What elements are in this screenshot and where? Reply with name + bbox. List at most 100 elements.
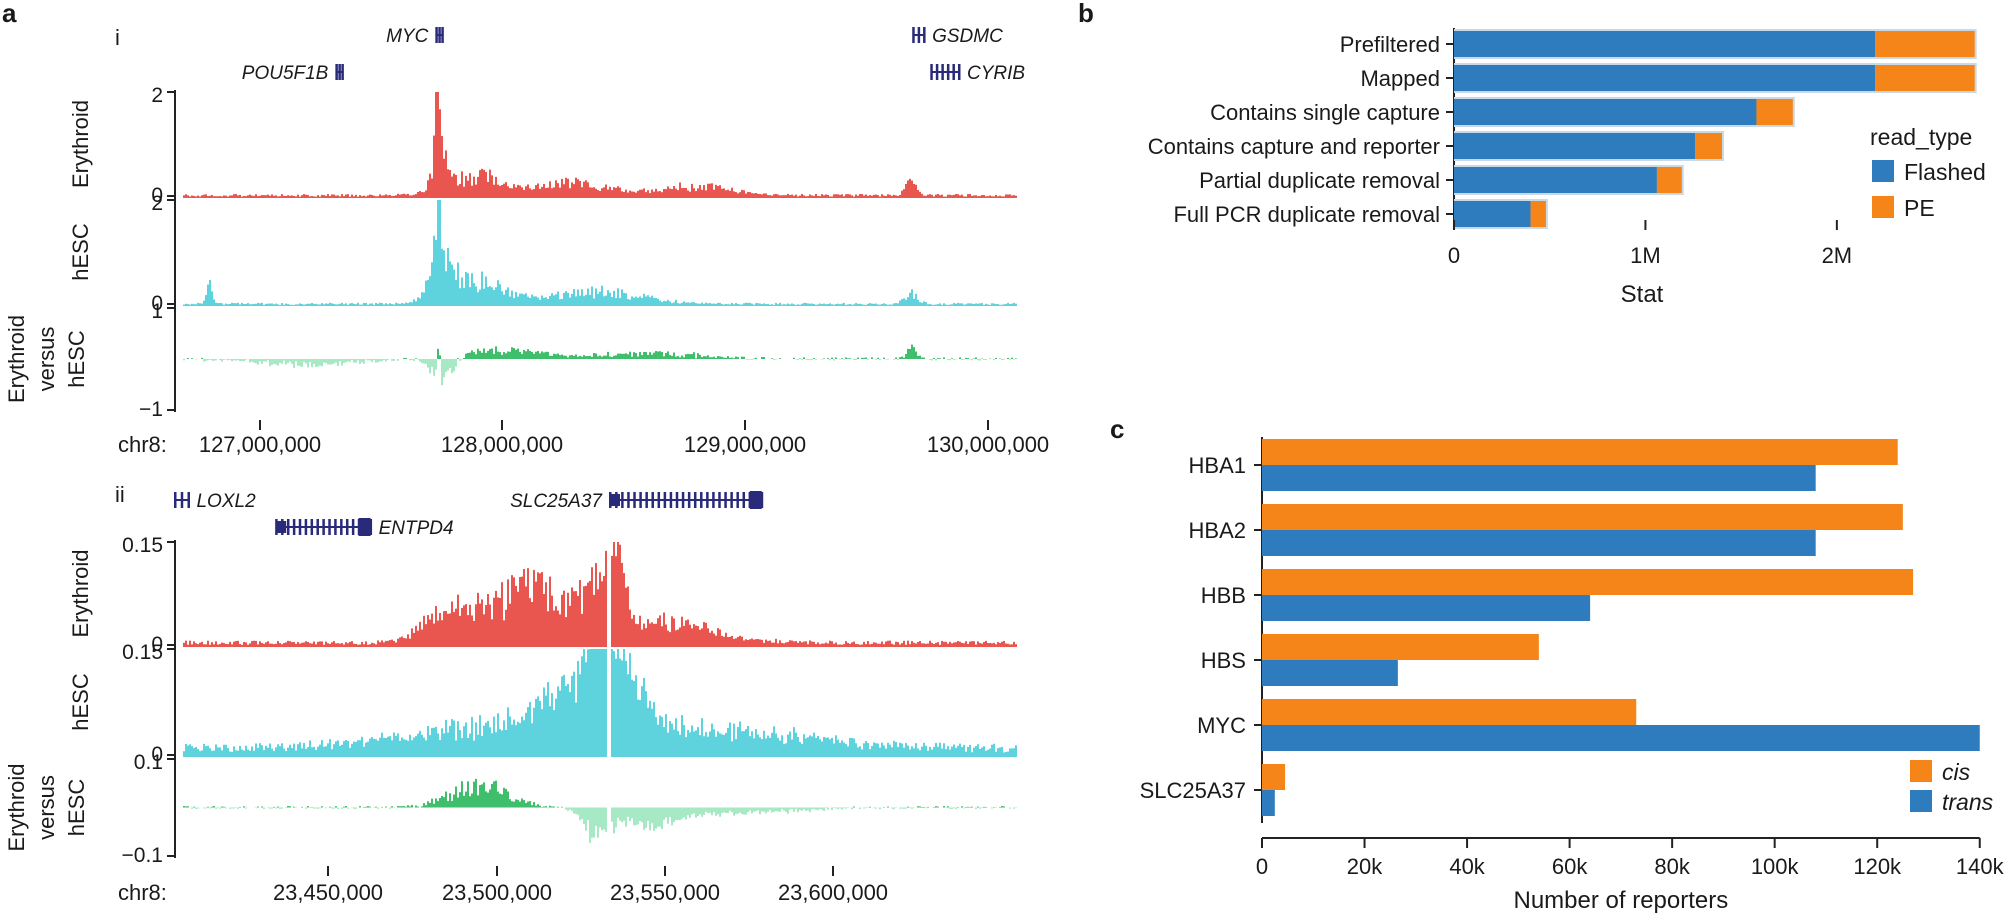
signal-bar <box>477 795 479 808</box>
signal-bar <box>415 805 417 808</box>
signal-bar <box>865 194 867 198</box>
signal-bar <box>845 357 847 359</box>
signal-bar <box>753 304 755 306</box>
signal-bar <box>447 732 449 757</box>
signal-bar <box>753 193 755 198</box>
signal-bar <box>649 352 651 359</box>
c-x-tick-label: 140k <box>1956 854 2005 879</box>
signal-bar <box>351 807 353 809</box>
signal-bar <box>837 194 839 198</box>
signal-bar <box>995 751 997 757</box>
signal-bar <box>597 293 599 306</box>
signal-bar <box>389 194 391 198</box>
signal-bar <box>561 594 563 647</box>
signal-bar <box>781 807 783 810</box>
signal-bar <box>657 618 659 647</box>
signal-bar <box>797 304 799 306</box>
gene-exon <box>335 64 338 80</box>
signal-bar <box>789 640 791 647</box>
signal-bar <box>437 800 439 808</box>
signal-bar <box>579 807 581 821</box>
signal-bar <box>895 195 897 198</box>
signal-bar <box>537 297 539 306</box>
signal-bar <box>959 357 961 359</box>
signal-bar <box>323 195 325 198</box>
b-row: Partial duplicate removal <box>1199 165 1684 195</box>
signal-bar <box>477 734 479 757</box>
signal-bar <box>765 193 767 198</box>
signal-bar <box>891 643 893 647</box>
signal-bar <box>871 643 873 647</box>
signal-bar <box>467 781 469 808</box>
signal-bar <box>315 359 317 368</box>
signal-bar <box>195 304 197 306</box>
signal-bar <box>203 300 205 306</box>
signal-bar <box>439 200 441 306</box>
signal-bar <box>317 641 319 647</box>
signal-bar <box>363 302 365 306</box>
signal-bar <box>341 302 343 306</box>
signal-bar <box>363 644 365 647</box>
signal-bar <box>187 304 189 306</box>
signal-bar <box>993 642 995 647</box>
signal-bar <box>269 359 271 367</box>
signal-bar <box>979 196 981 198</box>
signal-bar <box>763 642 765 647</box>
signal-bar <box>205 644 207 647</box>
signal-bar <box>471 350 473 359</box>
signal-bar <box>559 614 561 647</box>
signal-bar <box>549 805 551 808</box>
signal-bar <box>489 349 491 359</box>
b-bar-flashed <box>1454 99 1757 125</box>
signal-bar <box>475 354 477 359</box>
signal-bar <box>907 745 909 757</box>
signal-bar <box>549 706 551 757</box>
signal-bar <box>747 725 749 757</box>
signal-bar <box>823 643 825 647</box>
signal-bar <box>721 304 723 306</box>
signal-bar <box>481 168 483 198</box>
signal-bar <box>1001 359 1003 361</box>
signal-bar <box>493 597 495 647</box>
signal-bar <box>631 618 633 647</box>
signal-bar <box>805 302 807 306</box>
signal-bar <box>557 686 559 757</box>
signal-bar <box>275 195 277 198</box>
signal-bar <box>1011 195 1013 198</box>
signal-bar <box>843 359 845 360</box>
signal-bar <box>659 715 661 757</box>
signal-bar <box>333 807 335 809</box>
signal-bar <box>783 807 785 811</box>
signal-bar <box>557 610 559 647</box>
signal-bar <box>285 195 287 198</box>
signal-bar <box>299 303 301 306</box>
signal-bar <box>333 359 335 364</box>
signal-bar <box>209 359 211 360</box>
signal-bar <box>611 190 613 198</box>
signal-bar <box>185 806 187 808</box>
signal-bar <box>713 807 715 813</box>
signal-bar <box>821 359 823 360</box>
gene-loxl2: LOXL2 <box>174 491 256 512</box>
signal-bar <box>363 359 365 364</box>
signal-bar <box>625 587 627 647</box>
signal-bar <box>523 189 525 198</box>
signal-bar <box>513 184 515 198</box>
signal-bar <box>591 807 593 838</box>
signal-bar <box>987 196 989 198</box>
signal-bar <box>961 359 963 361</box>
signal-bar <box>285 303 287 306</box>
signal-bar <box>255 807 257 809</box>
signal-bar <box>923 357 925 359</box>
signal-bar <box>669 807 671 818</box>
signal-bar <box>821 194 823 198</box>
signal-bar <box>737 193 739 198</box>
signal-bar <box>465 271 467 306</box>
signal-bar <box>363 806 365 808</box>
gene-exon <box>957 64 961 80</box>
signal-bar <box>819 303 821 306</box>
signal-bar <box>345 359 347 363</box>
signal-bar <box>679 182 681 198</box>
signal-bar <box>605 295 607 306</box>
